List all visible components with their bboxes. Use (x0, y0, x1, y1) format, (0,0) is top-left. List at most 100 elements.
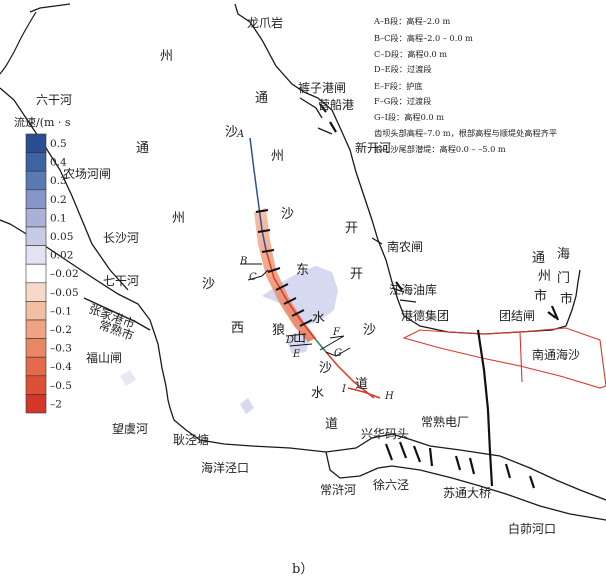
place-changshudianchang: 常熟电厂 (421, 414, 469, 429)
city-boundary-line (83, 297, 151, 331)
segment-b: B (239, 256, 247, 267)
svg-text:市: 市 (560, 291, 573, 307)
place-labels: 龙爪岩 裤子港闸 营船港 新开河 南农闸 江海油库 港德集团 团结闸 南通海沙 … (36, 15, 580, 536)
legend-swatch (25, 263, 47, 284)
dike-segment-ab (249, 137, 267, 251)
legend-label: –0.2 (50, 324, 72, 336)
legend-swatch (25, 356, 47, 377)
west-bank (0, 87, 129, 291)
legend-swatch (25, 282, 47, 302)
svg-text:沙: 沙 (319, 361, 332, 376)
legend-swatch (25, 394, 47, 414)
svg-text:州: 州 (538, 269, 551, 284)
legend-swatch (25, 208, 47, 228)
dike-segment-fg (315, 339, 327, 353)
legend-swatch (25, 338, 47, 358)
place-nantonghaisha: 南通海沙 (532, 347, 580, 362)
svg-text:西: 西 (231, 321, 244, 336)
svg-text:门: 门 (557, 271, 570, 286)
legend-label: –0.02 (50, 268, 79, 280)
south-bank-lower (325, 451, 606, 521)
svg-text:开: 开 (345, 221, 358, 236)
legend-swatch (25, 301, 47, 321)
segment-letters: A B C D E F G H I (236, 129, 394, 402)
svg-text:沙: 沙 (202, 277, 215, 292)
svg-text:道: 道 (355, 377, 368, 392)
legend-swatch (25, 189, 47, 209)
legend-labels: 0.5 0.4 0.3 0.2 0.1 0.05 0.02 –0.02 –0.05 –0.1 –0.… (50, 138, 79, 410)
legend-swatch (25, 226, 47, 246)
place-longzhuayan: 龙爪岩 (247, 15, 283, 30)
place-haiyangjingkou: 海洋泾口 (201, 460, 249, 475)
legend-swatch (25, 319, 47, 339)
place-gangdejituan: 港德集团 (401, 308, 449, 323)
legend-label: 0.3 (50, 175, 67, 187)
svg-text:水: 水 (312, 311, 325, 326)
segment-a: A (236, 129, 244, 140)
svg-text:道: 道 (325, 417, 338, 432)
svg-text:B–C段：高程–2.0 – 0.0 m: B–C段：高程–2.0 – 0.0 m (374, 33, 473, 43)
segment-g: G (334, 348, 342, 359)
legend-swatch (25, 170, 47, 191)
svg-text:沙: 沙 (281, 207, 294, 222)
segment-c: C (249, 272, 257, 283)
svg-text:G–I段：高程0.0 m: G–I段：高程0.0 m (374, 112, 444, 122)
place-xuliujing: 徐六泾 (373, 477, 409, 492)
place-yingchuangang: 营船港 (318, 98, 354, 112)
velocity-band (254, 208, 316, 342)
outer-boundary (0, 11, 37, 75)
northwest-bank (29, 3, 71, 13)
place-sutongdaqiao: 苏通大桥 (443, 486, 491, 500)
svg-text:通: 通 (255, 91, 268, 106)
east-bank (565, 269, 581, 327)
place-gengjingtang: 耿泾塘 (173, 432, 209, 447)
notes-block: A–B段：高程–2.0 m B–C段：高程–2.0 – 0.0 m C–D段：高… (373, 16, 557, 154)
svg-text:东: 东 (296, 263, 309, 278)
legend-swatch (25, 152, 47, 172)
legend-label: –0.05 (50, 287, 79, 299)
place-xinkaihe: 新开河 (355, 140, 391, 155)
svg-text:水: 水 (311, 386, 324, 401)
svg-text:F–G段：过渡段: F–G段：过渡段 (374, 96, 431, 106)
place-baimaohekou: 白茆河口 (508, 521, 556, 536)
submerged-dike (347, 387, 381, 399)
figure-caption: b） (292, 562, 313, 577)
svg-text:齿坝头部高程–7.0 m，根部高程与顺堤处高程齐平: 齿坝头部高程–7.0 m，根部高程与顺堤处高程齐平 (374, 128, 557, 138)
place-wangyuhe: 望虞河 (112, 422, 148, 436)
svg-text:D–E段：过渡段: D–E段：过渡段 (374, 64, 432, 74)
structures (319, 103, 560, 489)
legend-label: –2 (50, 398, 62, 410)
svg-text:A–B段：高程–2.0 m: A–B段：高程–2.0 m (373, 16, 450, 26)
sutong-bridge (476, 329, 494, 487)
segment-e: E (292, 349, 301, 360)
legend-swatches (25, 133, 47, 414)
svg-text:C–D段：高程0.0 m: C–D段：高程0.0 m (374, 49, 447, 59)
svg-text:山: 山 (293, 331, 306, 346)
legend-label: –0.4 (50, 361, 72, 373)
svg-text:州: 州 (172, 211, 185, 226)
place-fushanzha: 福山闸 (86, 350, 122, 365)
place-changshahe: 长沙河 (103, 231, 139, 245)
nantong-haisha-outline (402, 327, 606, 389)
segment-h: H (384, 391, 394, 402)
svg-text:州: 州 (160, 49, 173, 64)
place-tuanjiezha: 团结闸 (499, 309, 535, 323)
legend-title: 流速/(m · s (14, 115, 71, 129)
segment-f: F (332, 327, 341, 338)
legend-swatch (25, 133, 47, 153)
groin-ticks (255, 209, 313, 327)
svg-text:开: 开 (350, 267, 363, 282)
legend-label: 0.02 (50, 250, 73, 262)
segment-leaders (240, 263, 351, 357)
svg-text:市: 市 (534, 288, 547, 304)
place-qiganhe: 七干河 (103, 274, 139, 288)
place-xinghuamatou: 兴华码头 (361, 427, 409, 441)
place-nongchanghezha: 农场河闸 (63, 167, 111, 181)
legend-label: 0.5 (50, 138, 67, 150)
svg-text:狼: 狼 (272, 323, 285, 338)
dike-segment-gi (325, 351, 375, 399)
place-jianghaiyouku: 江海油库 (389, 282, 437, 297)
legend-label: 0.4 (50, 157, 67, 169)
segment-i: I (341, 384, 347, 395)
legend: 流速/(m · s 0.5 0.4 0.3 0.2 0.1 0.05 0.02 –0.02 –0… (14, 115, 79, 414)
